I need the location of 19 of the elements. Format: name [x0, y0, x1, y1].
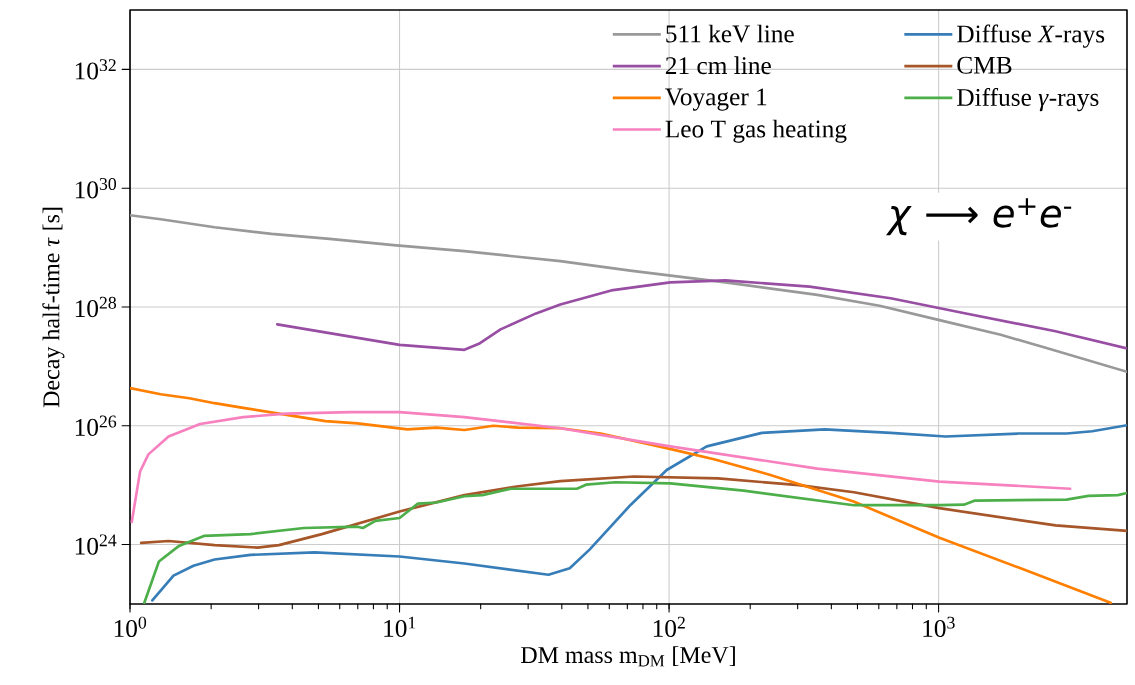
legend-label: 511 keV line — [666, 24, 794, 43]
x-tick-label: 10$^{3}$ — [923, 616, 955, 638]
x-tick-label: 10$^{0}$ — [114, 616, 147, 638]
y-tick-label: 10$^{24}$ — [75, 534, 117, 555]
legend-label: Leo T gas heating — [665, 119, 847, 143]
legend-label: CMB — [957, 56, 1012, 74]
legend-label: 21 cm line — [665, 56, 771, 75]
y-tick-label: 10$^{32}$ — [75, 59, 116, 80]
y-axis-title: Decay half-time τ [s] — [42, 207, 65, 408]
legend-label: Diffuse γ-rays — [957, 87, 1099, 112]
legend-label: Voyager 1 — [665, 88, 767, 111]
x-tick-label: 10$^{2}$ — [653, 616, 685, 638]
y-tick-label: 10$^{26}$ — [75, 415, 117, 436]
annotation: χ ⟶ e$^{+}$e$^{-}$ — [886, 198, 1072, 236]
x-tick-label: 10$^{1}$ — [384, 616, 416, 637]
legend-label: Diffuse X-rays — [957, 24, 1105, 48]
y-tick-label: 10$^{30}$ — [75, 177, 117, 199]
y-tick-label: 10$^{28}$ — [75, 296, 117, 318]
x-axis-title: DM mass m$_{DM}$ [MeV] — [521, 646, 735, 667]
